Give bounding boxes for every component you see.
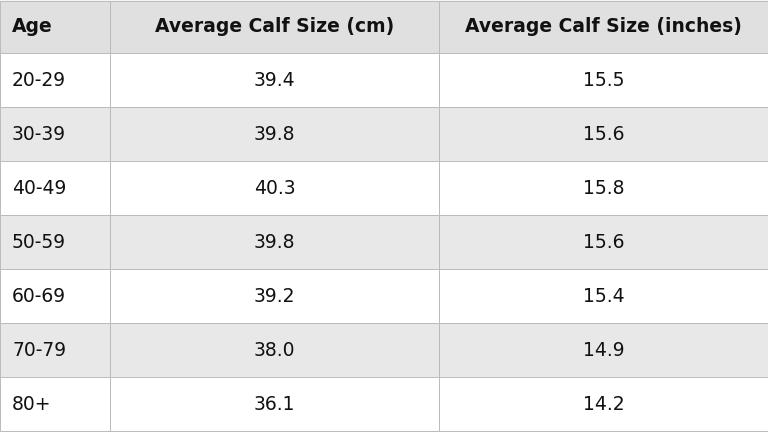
Bar (439, 269, 768, 323)
Bar (0, 269, 110, 323)
Text: 14.9: 14.9 (583, 340, 624, 359)
Text: 20-29: 20-29 (12, 70, 66, 89)
Bar (110, 1, 439, 53)
Text: 70-79: 70-79 (12, 340, 66, 359)
Text: 14.2: 14.2 (583, 394, 624, 413)
Text: 30-39: 30-39 (12, 124, 66, 143)
Text: 50-59: 50-59 (12, 232, 66, 251)
Bar (439, 161, 768, 215)
Bar (110, 53, 439, 107)
Text: 39.2: 39.2 (253, 286, 295, 305)
Text: 40.3: 40.3 (253, 178, 296, 197)
Text: 60-69: 60-69 (12, 286, 66, 305)
Bar (0, 377, 110, 431)
Text: 15.6: 15.6 (583, 124, 624, 143)
Bar (439, 377, 768, 431)
Bar (439, 323, 768, 377)
Bar (439, 107, 768, 161)
Bar (110, 377, 439, 431)
Bar (0, 107, 110, 161)
Bar (0, 53, 110, 107)
Text: 39.8: 39.8 (253, 232, 295, 251)
Text: 36.1: 36.1 (253, 394, 295, 413)
Text: Average Calf Size (cm): Average Calf Size (cm) (155, 18, 394, 36)
Text: 40-49: 40-49 (12, 178, 66, 197)
Text: 15.6: 15.6 (583, 232, 624, 251)
Bar (110, 161, 439, 215)
Text: 15.5: 15.5 (583, 70, 624, 89)
Text: Age: Age (12, 18, 53, 36)
Bar (439, 53, 768, 107)
Bar (439, 215, 768, 269)
Text: 38.0: 38.0 (253, 340, 295, 359)
Text: Average Calf Size (inches): Average Calf Size (inches) (465, 18, 742, 36)
Text: 15.8: 15.8 (583, 178, 624, 197)
Bar (110, 269, 439, 323)
Bar (0, 215, 110, 269)
Text: 80+: 80+ (12, 394, 51, 413)
Bar (110, 107, 439, 161)
Text: 15.4: 15.4 (583, 286, 624, 305)
Text: 39.4: 39.4 (253, 70, 296, 89)
Bar (110, 215, 439, 269)
Text: 39.8: 39.8 (253, 124, 295, 143)
Bar (110, 323, 439, 377)
Bar (0, 161, 110, 215)
Bar (0, 1, 110, 53)
Bar (439, 1, 768, 53)
Bar (0, 323, 110, 377)
